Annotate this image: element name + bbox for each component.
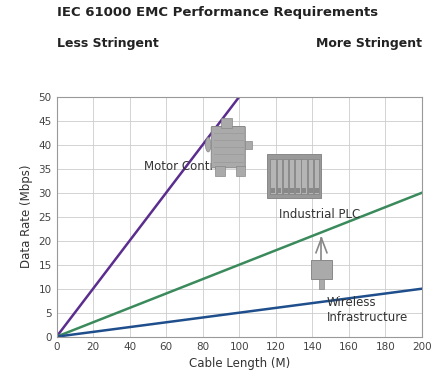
Bar (270, 159, 275, 194)
Bar (295, 159, 300, 194)
X-axis label: Cable Length (M): Cable Length (M) (188, 357, 289, 370)
Bar (288, 159, 294, 194)
Bar (283, 188, 287, 193)
Bar (289, 188, 293, 193)
Text: Wireless
Infrastructure: Wireless Infrastructure (326, 296, 407, 324)
Bar (282, 159, 288, 194)
Text: IEC 61000 EMC Performance Requirements: IEC 61000 EMC Performance Requirements (57, 6, 377, 19)
Bar (301, 188, 306, 193)
Text: Motor Control: Motor Control (144, 160, 224, 173)
Bar (314, 188, 318, 193)
Bar (310, 260, 332, 279)
Bar (220, 118, 231, 128)
Bar (244, 141, 251, 149)
Text: Less Stringent: Less Stringent (56, 37, 158, 50)
Bar (270, 188, 275, 193)
Bar (318, 279, 323, 289)
Bar (313, 159, 319, 194)
Bar (276, 188, 281, 193)
Text: More Stringent: More Stringent (315, 37, 421, 50)
Bar (307, 159, 312, 194)
Bar (301, 159, 306, 194)
Bar (307, 188, 312, 193)
Bar (235, 166, 244, 176)
Bar (215, 166, 224, 176)
Circle shape (205, 137, 210, 152)
Text: Industrial PLC: Industrial PLC (279, 208, 360, 221)
Bar (266, 154, 321, 197)
FancyBboxPatch shape (211, 127, 245, 168)
Bar (276, 159, 281, 194)
Y-axis label: Data Rate (Mbps): Data Rate (Mbps) (20, 165, 33, 269)
Bar (295, 188, 299, 193)
